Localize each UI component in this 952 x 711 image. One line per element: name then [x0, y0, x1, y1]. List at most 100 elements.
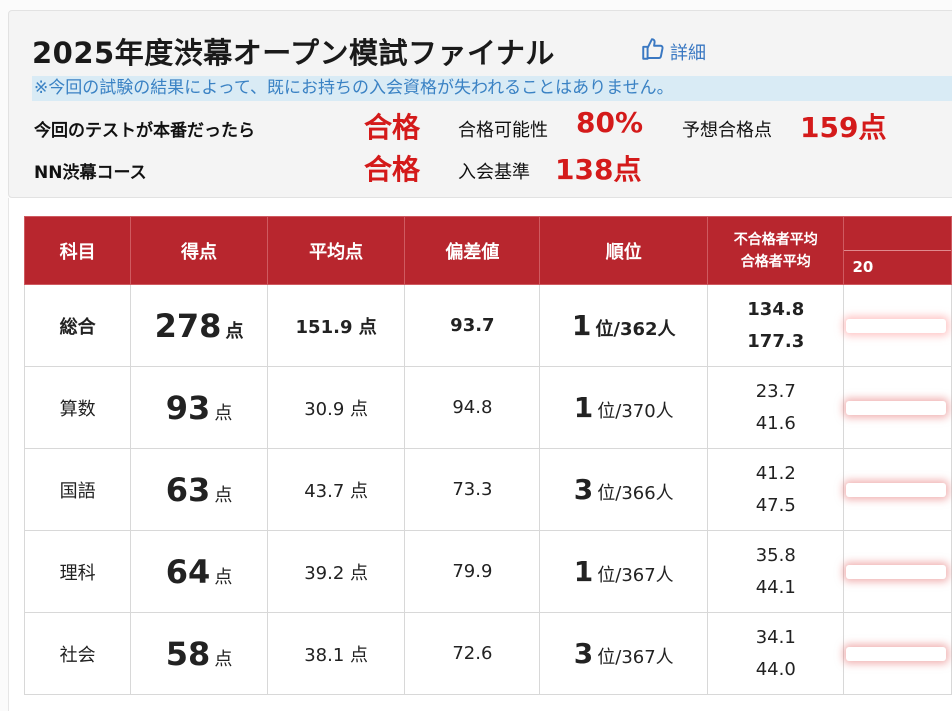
- rank-total: /362人: [613, 319, 676, 340]
- fail-average-value: 41.2: [755, 462, 796, 484]
- detail-link-label: 詳細: [670, 42, 706, 64]
- range-bar-cell: [843, 530, 952, 613]
- deviation-cell: 73.3: [404, 448, 541, 531]
- page-title: 2025年度渋幕オープン模試ファイナル: [32, 36, 555, 70]
- summary-panel: [8, 10, 952, 198]
- subject-cell: 社会: [23, 612, 132, 695]
- table-row: 社会 58 点 38.1 点 72.6 3 位/367人 34.1 44.0: [23, 612, 952, 695]
- deviation-cell: 93.7: [404, 284, 541, 367]
- range-bar-cell: [843, 284, 952, 367]
- course-label: NN渋幕コース: [34, 163, 147, 183]
- rank-unit: 位: [597, 565, 616, 586]
- rank-value: 1: [571, 309, 592, 342]
- detail-link[interactable]: 詳細: [640, 36, 706, 67]
- header-score: 得点: [130, 216, 268, 285]
- header-rank: 順位: [539, 216, 709, 285]
- averages-cell: 35.8 44.1: [707, 530, 845, 613]
- score-cell: 58 点: [130, 612, 268, 695]
- range-bar: [846, 564, 947, 579]
- pass-average-value: 47.5: [755, 494, 796, 516]
- fail-average-value: 23.7: [755, 380, 796, 402]
- score-value: 93: [165, 388, 211, 427]
- range-bar-cell: [843, 612, 952, 695]
- score-cell: 63 点: [130, 448, 268, 531]
- average-cell: 30.9 点: [266, 366, 406, 449]
- range-header-top: [844, 217, 951, 251]
- pass-average-value: 177.3: [747, 330, 805, 352]
- fail-average-value: 35.8: [755, 544, 796, 566]
- score-value: 63: [165, 470, 211, 509]
- exam-verdict-result: 合格: [364, 111, 421, 144]
- header-subject: 科目: [23, 216, 132, 285]
- score-unit: 点: [214, 566, 233, 588]
- results-table: 科目 得点 平均点 偏差値 順位 不合格者平均 合格者平均 20 総合 278 点 1…: [23, 216, 952, 695]
- score-value: 64: [165, 552, 211, 591]
- score-cell: 278 点: [130, 284, 268, 367]
- header-fail-average: 不合格者平均: [733, 231, 818, 248]
- rank-unit: 位: [597, 483, 616, 504]
- header-pass-average: 合格者平均: [740, 253, 811, 270]
- exam-verdict-label: 今回のテストが本番だったら: [34, 121, 255, 141]
- subject-cell: 総合: [23, 284, 132, 367]
- pass-average-value: 41.6: [755, 412, 796, 434]
- fail-average-value: 34.1: [755, 626, 796, 648]
- admission-criteria-value: 138点: [555, 153, 642, 186]
- subject-cell: 算数: [23, 366, 132, 449]
- rank-value: 1: [573, 391, 594, 424]
- averages-cell: 23.7 41.6: [707, 366, 845, 449]
- rank-cell: 3 位/367人: [539, 612, 709, 695]
- fail-average-value: 134.8: [747, 298, 805, 320]
- average-cell: 151.9 点: [266, 284, 406, 367]
- range-bar-cell: [843, 366, 952, 449]
- range-bar: [846, 646, 947, 661]
- header-average: 平均点: [266, 216, 406, 285]
- score-value: 278: [154, 306, 222, 345]
- rank-value: 3: [573, 637, 594, 670]
- rank-total: /367人: [615, 647, 674, 668]
- score-cell: 93 点: [130, 366, 268, 449]
- rank-total: /367人: [615, 565, 674, 586]
- rank-cell: 1 位/367人: [539, 530, 709, 613]
- rank-cell: 1 位/362人: [539, 284, 709, 367]
- score-unit: 点: [225, 320, 244, 342]
- averages-cell: 134.8 177.3: [707, 284, 845, 367]
- header-deviation: 偏差値: [404, 216, 541, 285]
- rank-unit: 位: [597, 647, 616, 668]
- rank-cell: 1 位/370人: [539, 366, 709, 449]
- score-unit: 点: [214, 484, 233, 506]
- subject-cell: 国語: [23, 448, 132, 531]
- deviation-cell: 79.9: [404, 530, 541, 613]
- rank-total: /366人: [615, 483, 674, 504]
- thumbs-up-icon: [640, 36, 666, 67]
- expected-pass-score-label: 予想合格点: [682, 120, 772, 141]
- table-row-total: 総合 278 点 151.9 点 93.7 1 位/362人 134.8 177.3: [23, 284, 952, 367]
- course-result: 合格: [364, 153, 421, 186]
- range-bar: [846, 482, 947, 497]
- rank-cell: 3 位/366人: [539, 448, 709, 531]
- table-row: 国語 63 点 43.7 点 73.3 3 位/366人 41.2 47.5: [23, 448, 952, 531]
- rank-unit: 位: [597, 401, 616, 422]
- pass-average-value: 44.0: [755, 658, 796, 680]
- rank-total: /370人: [615, 401, 674, 422]
- pass-probability-label: 合格可能性: [458, 120, 548, 141]
- score-value: 58: [165, 634, 211, 673]
- subject-cell: 理科: [23, 530, 132, 613]
- range-start-label: 20: [852, 258, 874, 276]
- header-averages: 不合格者平均 合格者平均: [707, 216, 845, 285]
- averages-cell: 34.1 44.0: [707, 612, 845, 695]
- range-bar: [846, 318, 947, 333]
- average-cell: 38.1 点: [266, 612, 406, 695]
- deviation-cell: 72.6: [404, 612, 541, 695]
- table-row: 理科 64 点 39.2 点 79.9 1 位/367人 35.8 44.1: [23, 530, 952, 613]
- range-bar: [846, 400, 947, 415]
- rank-unit: 位: [595, 319, 614, 340]
- score-unit: 点: [214, 648, 233, 670]
- pass-probability-value: 80%: [576, 106, 644, 139]
- table-header-row: 科目 得点 平均点 偏差値 順位 不合格者平均 合格者平均 20: [23, 216, 952, 285]
- expected-pass-score-value: 159点: [800, 111, 887, 144]
- admission-criteria-label: 入会基準: [458, 162, 530, 183]
- table-row: 算数 93 点 30.9 点 94.8 1 位/370人 23.7 41.6: [23, 366, 952, 449]
- rank-value: 1: [573, 555, 594, 588]
- average-cell: 43.7 点: [266, 448, 406, 531]
- score-unit: 点: [214, 402, 233, 424]
